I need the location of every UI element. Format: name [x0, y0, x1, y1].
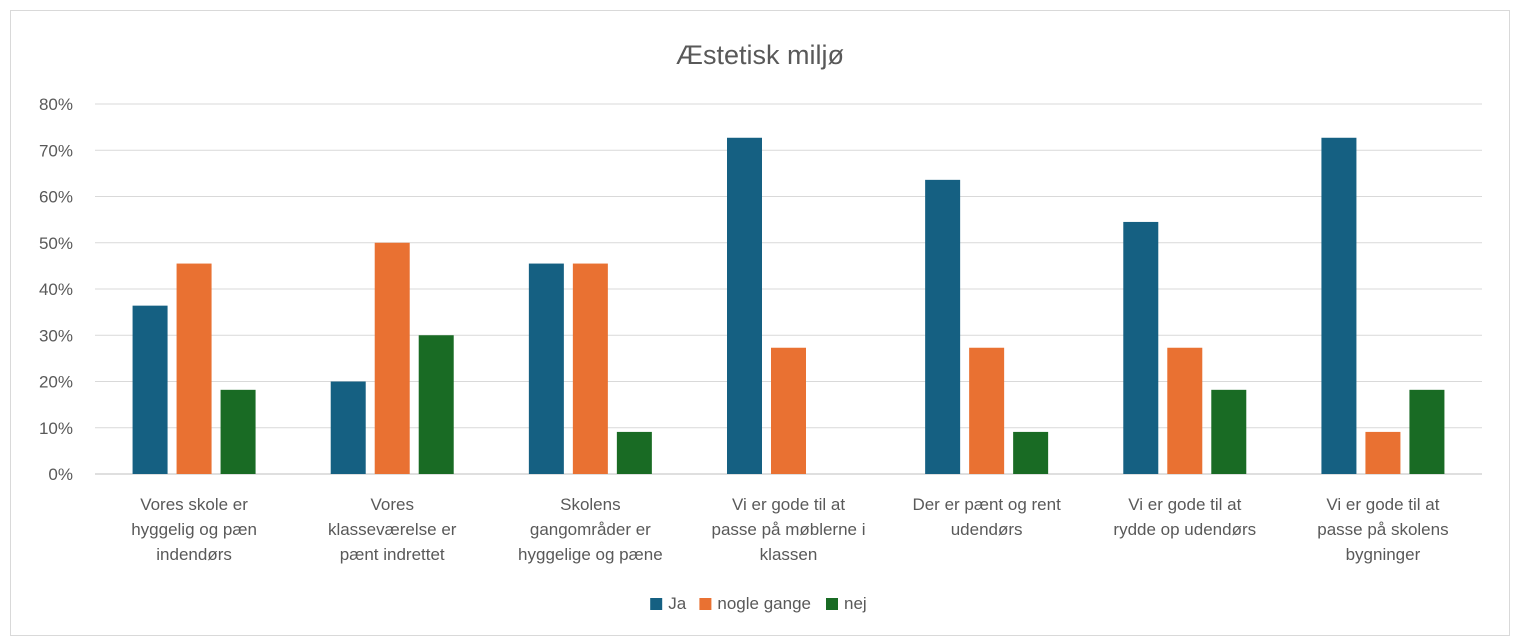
bar-nej: [1211, 389, 1247, 474]
y-tick-label: 40%: [39, 280, 73, 299]
x-tick-label: bygninger: [1346, 545, 1421, 564]
bar-ja: [1123, 221, 1159, 474]
bar-nej: [1409, 389, 1445, 474]
x-tick-label: Vores skole er: [140, 495, 248, 514]
bar-ja: [727, 137, 762, 474]
x-tick-label: pænt indrettet: [340, 545, 445, 564]
legend-label: nej: [844, 594, 867, 613]
x-tick-label: Der er pænt og rent: [912, 495, 1061, 514]
legend-swatch: [650, 598, 663, 610]
x-tick-label: Vi er gode til at: [732, 495, 845, 514]
bar-nej: [220, 389, 256, 474]
y-tick-label: 60%: [39, 188, 73, 207]
x-tick-label: Vi er gode til at: [1128, 495, 1241, 514]
bar-nogle-gange: [771, 347, 806, 474]
x-tick-label: indendørs: [156, 545, 232, 564]
bar-nogle-gange: [1365, 431, 1401, 474]
y-tick-label: 0%: [48, 465, 73, 484]
y-tick-label: 80%: [39, 95, 73, 114]
bar-nej: [616, 431, 652, 474]
bar-nogle-gange: [969, 347, 1005, 474]
bar-ja: [528, 263, 564, 474]
bar-nogle-gange: [374, 242, 410, 474]
bar-ja: [1321, 137, 1357, 474]
chart-title: Æstetisk miljø: [676, 40, 844, 70]
legend-label: Ja: [668, 594, 687, 613]
y-tick-label: 30%: [39, 326, 73, 345]
x-tick-label: udendørs: [951, 520, 1023, 539]
x-tick-label: klassen: [760, 545, 818, 564]
legend-swatch: [699, 598, 712, 610]
x-tick-label: Skolens: [560, 495, 620, 514]
legend-label: nogle gange: [717, 594, 811, 613]
x-tick-label: passe på møblerne i: [711, 520, 865, 539]
x-tick-label: gangområder er: [530, 520, 651, 539]
y-tick-label: 70%: [39, 141, 73, 160]
x-tick-label: klasseværelse er: [328, 520, 457, 539]
x-tick-label: Vi er gode til at: [1326, 495, 1439, 514]
bar-nogle-gange: [1167, 347, 1203, 474]
bar-nej: [418, 335, 454, 474]
y-tick-label: 10%: [39, 419, 73, 438]
bar-ja: [132, 305, 168, 474]
x-tick-label: rydde op udendørs: [1113, 520, 1256, 539]
x-tick-label: passe på skolens: [1317, 520, 1448, 539]
bar-ja: [925, 179, 961, 474]
x-tick-label: hyggelig og pæn: [131, 520, 257, 539]
legend-swatch: [826, 598, 838, 610]
bar-ja: [330, 381, 366, 474]
y-tick-label: 20%: [39, 373, 73, 392]
x-tick-label: Vores: [370, 495, 413, 514]
y-tick-label: 50%: [39, 234, 73, 253]
bar-nogle-gange: [176, 263, 212, 474]
x-tick-label: hyggelige og pæne: [518, 545, 663, 564]
bar-nogle-gange: [572, 263, 608, 474]
bar-nej: [1013, 431, 1049, 474]
